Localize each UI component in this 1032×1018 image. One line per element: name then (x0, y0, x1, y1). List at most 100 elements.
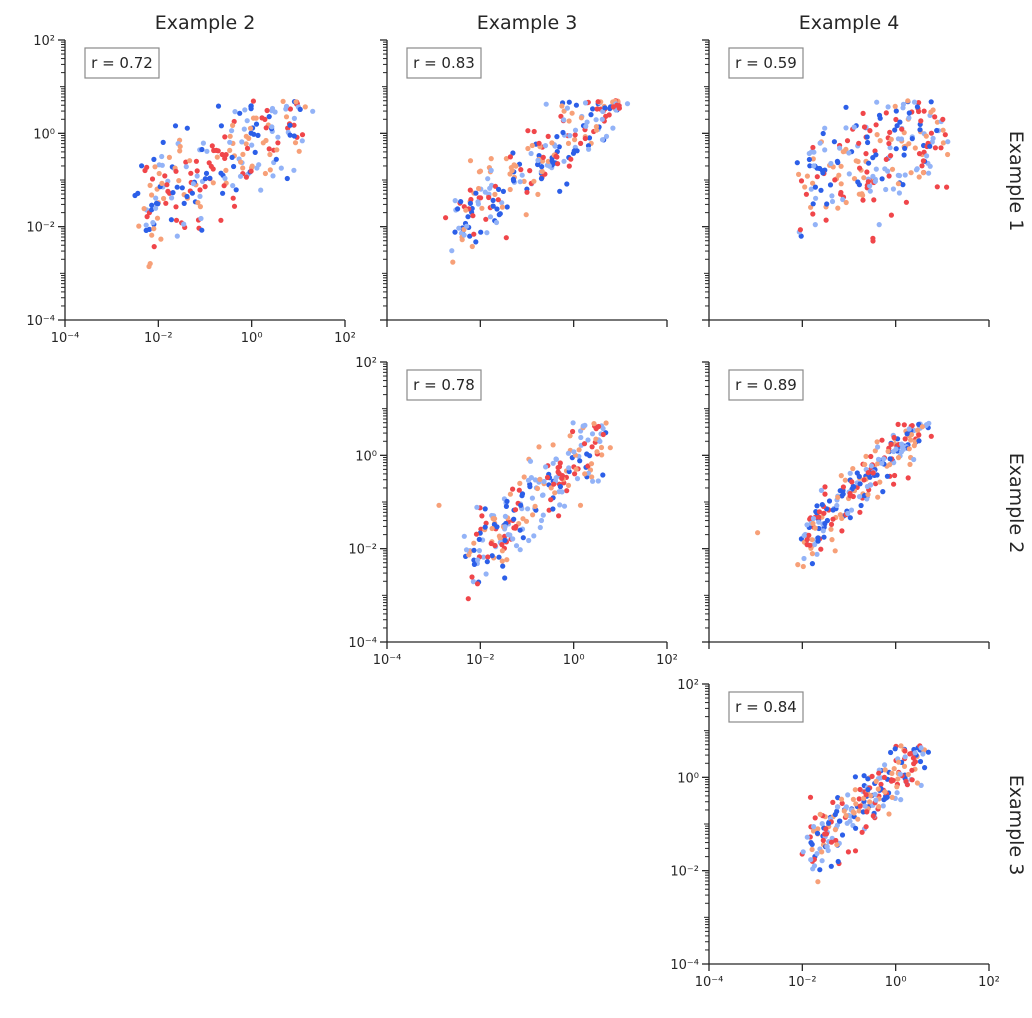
scatter-point (497, 211, 503, 217)
scatter-point (916, 100, 922, 106)
scatter-point (244, 118, 250, 124)
scatter-point (450, 259, 456, 265)
scatter-point (900, 182, 906, 188)
scatter-point (921, 108, 927, 114)
scatter-point (911, 443, 917, 449)
scatter-point (521, 178, 527, 184)
y-tick-label: 10⁻² (26, 221, 55, 236)
scatter-points (436, 420, 613, 602)
scatter-point (516, 487, 522, 493)
scatter-point (582, 471, 588, 477)
scatter-point (843, 804, 850, 810)
x-tick-label: 10⁻⁴ (373, 653, 402, 668)
scatter-point (203, 170, 210, 176)
column-title-1: Example 2 (155, 12, 256, 34)
scatter-point (832, 548, 838, 554)
scatter-point (566, 99, 572, 105)
scatter-point (865, 787, 871, 793)
scatter-point (249, 142, 255, 148)
scatter-point (841, 808, 847, 814)
scatter-point (895, 455, 902, 461)
scatter-point (551, 481, 557, 487)
scatter-point (552, 490, 558, 496)
scatter-point (812, 541, 818, 548)
scatter-point (801, 533, 807, 539)
scatter-point (484, 559, 490, 565)
scatter-point (844, 820, 850, 826)
scatter-point (194, 168, 200, 174)
scatter-point (545, 133, 551, 139)
scatter-point (574, 476, 581, 482)
scatter-point (465, 214, 471, 220)
scatter-point (883, 110, 889, 116)
scatter-point (897, 771, 903, 777)
scatter-point (906, 426, 912, 432)
scatter-point (273, 156, 279, 162)
row-title-2: Example 2 (1005, 453, 1027, 554)
scatter-point (823, 826, 829, 832)
scatter-point (258, 187, 264, 193)
scatter-point (172, 123, 179, 129)
scatter-point (812, 222, 818, 228)
scatter-point (847, 470, 853, 476)
scatter-point (906, 446, 912, 452)
scatter-point (847, 515, 853, 521)
scatter-point (284, 175, 290, 182)
scatter-point (584, 451, 590, 457)
scatter-point (867, 799, 873, 805)
scatter-point (193, 158, 199, 164)
scatter-point (476, 536, 482, 543)
scatter-point (483, 571, 489, 577)
scatter-point (846, 171, 852, 177)
scatter-point (873, 481, 879, 487)
scatter-point (811, 163, 817, 169)
scatter-point (809, 846, 815, 853)
scatter-point (818, 187, 824, 193)
scatter-point (879, 460, 885, 466)
scatter-point (826, 498, 833, 504)
scatter-point (160, 139, 166, 145)
scatter-point (603, 133, 610, 139)
scatter-point (879, 176, 885, 182)
scatter-point (560, 129, 566, 136)
scatter-point (810, 520, 816, 527)
scatter-point (530, 512, 536, 518)
scatter-point (803, 191, 810, 197)
scatter-point (163, 200, 169, 206)
scatter-point (834, 842, 840, 848)
scatter-point (843, 199, 849, 206)
scatter-point (874, 439, 880, 445)
scatter-point (806, 150, 812, 157)
scatter-point (589, 431, 596, 437)
scatter-point (840, 491, 846, 497)
scatter-point (870, 235, 876, 241)
scatter-point (875, 494, 881, 500)
scatter-point (227, 139, 233, 145)
x-tick-label: 10⁻⁴ (51, 331, 80, 346)
scatter-point (485, 554, 491, 560)
scatter-point (883, 186, 889, 193)
scatter-point (804, 537, 810, 543)
scatter-point (584, 119, 590, 125)
scatter-point (874, 99, 880, 105)
scatter-point (262, 170, 268, 177)
scatter-point (493, 219, 500, 226)
scatter-point (857, 786, 863, 793)
scatter-point (827, 182, 834, 188)
scatter-point (162, 173, 168, 179)
scatter-point (557, 188, 563, 194)
scatter-point (241, 126, 247, 132)
y-tick-label: 10⁰ (355, 449, 377, 464)
scatter-point (537, 524, 543, 531)
scatter-point (153, 195, 159, 201)
scatter-point (892, 746, 898, 752)
scatter-point (810, 211, 816, 217)
x-tick-label: 10⁻² (144, 331, 173, 346)
scatter-point (811, 149, 817, 155)
scatter-point (830, 799, 836, 806)
scatter-point (572, 137, 578, 143)
scatter-point (944, 184, 950, 190)
scatter-point (503, 503, 509, 509)
scatter-point (565, 450, 572, 456)
scatter-point (860, 110, 866, 116)
